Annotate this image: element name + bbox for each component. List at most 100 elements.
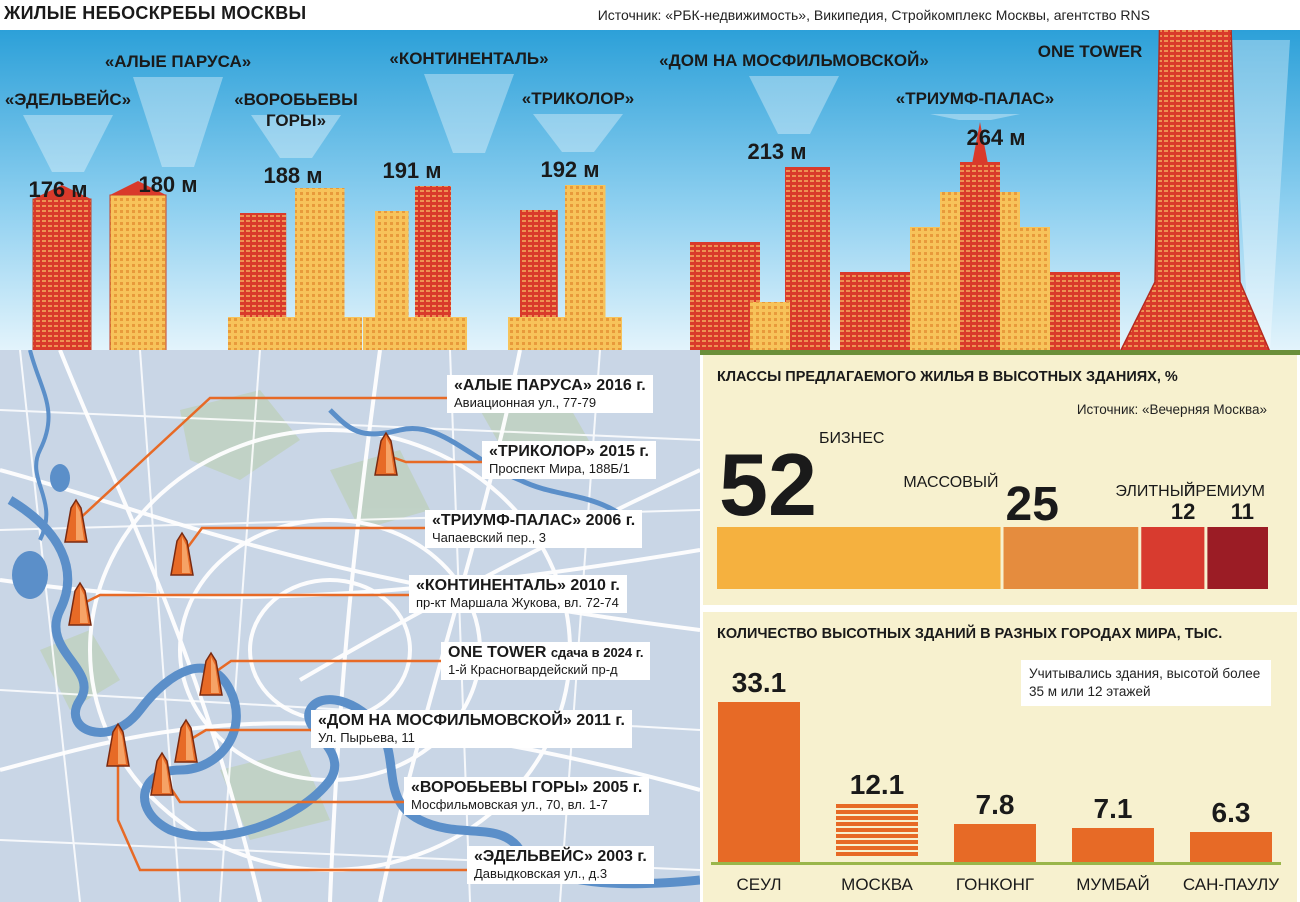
city-value-label: 6.3 (1212, 797, 1251, 828)
callout-year: 2003 г. (597, 848, 647, 865)
callout-address: Мосфильмовская ул., 70, вл. 1-7 (411, 797, 608, 812)
building-name: «ТРИКОЛОР» (522, 89, 635, 108)
building-name: «КОНТИНЕНТАЛЬ» (389, 49, 548, 68)
class-name-label: МАССОВЫЙ (903, 472, 998, 491)
building-name: «ТРИУМФ-ПАЛАС» (896, 89, 1055, 108)
label-beam (533, 114, 623, 152)
label-beam (424, 74, 514, 153)
label-beam (749, 76, 839, 134)
callout-address: Ул. Пырьева, 11 (318, 730, 415, 745)
callout-trikolor: «ТРИКОЛОР» 2015 г. Проспект Мира, 188Б/1 (482, 441, 656, 479)
cities-panel-title: КОЛИЧЕСТВО ВЫСОТНЫХ ЗДАНИЙ В РАЗНЫХ ГОРО… (717, 626, 1223, 642)
callout-kontinental: «КОНТИНЕНТАЛЬ» 2010 г. пр-кт Маршала Жук… (409, 575, 627, 613)
classes-panel-title: КЛАССЫ ПРЕДЛАГАЕМОГО ЖИЛЬЯ В ВЫСОТНЫХ ЗД… (717, 369, 1178, 385)
city-bar-stripe (836, 840, 918, 844)
class-name-label: ПРЕМИУМ (1184, 483, 1265, 500)
city-value-label: 7.8 (976, 789, 1015, 820)
lake (50, 464, 70, 492)
city-bar (1072, 828, 1154, 862)
roof (110, 181, 166, 195)
callout-edelveis: «ЭДЕЛЬВЕЙС» 2003 г. Давыдковская ул., д.… (467, 846, 654, 884)
city-bar-stripe (836, 852, 918, 856)
callout-address: 1-й Красногвардейский пр-д (448, 662, 618, 677)
callout-year: 2015 г. (599, 443, 649, 460)
callout-address: пр-кт Маршала Жукова, вл. 72-74 (416, 595, 619, 610)
building-height-label: 192 м (540, 157, 599, 182)
roof (33, 185, 91, 199)
building-podium (508, 317, 622, 352)
leader-line (75, 396, 447, 523)
x-axis-line (711, 862, 1281, 865)
building-4 (363, 186, 467, 352)
callout-year: 2005 г. (592, 779, 643, 796)
city-bar-stripe (836, 816, 918, 820)
building-name: «ВОРОБЬЕВЫ (234, 90, 358, 109)
river-moskva (7, 496, 700, 889)
building-marks (32, 0, 1272, 353)
building-2 (109, 181, 167, 353)
moscow-map: «АЛЫЕ ПАРУСА» 2016 г. Авиационная ул., 7… (0, 350, 700, 902)
building-name: ONE TOWER (1038, 42, 1143, 61)
callout-triumf-palas: «ТРИУМФ-ПАЛАС» 2006 г. Чапаевский пер., … (425, 510, 643, 548)
building-marker-highlight (182, 537, 190, 573)
callout-vorobyovy-gory: «ВОРОБЬЕВЫ ГОРЫ» 2005 г. Мосфильмовская … (404, 777, 650, 815)
building-height-label: 188 м (263, 163, 322, 188)
class-name-label: БИЗНЕС (819, 430, 884, 447)
callout-alye-parusa: «АЛЫЕ ПАРУСА» 2016 г. Авиационная ул., 7… (447, 375, 653, 413)
class-bar-3 (1141, 527, 1205, 589)
city-bar-stripe (836, 834, 918, 838)
class-bar-1 (717, 527, 1001, 589)
class-value-label: 12 (1171, 499, 1195, 524)
label-beam (251, 115, 341, 158)
city-value-label: 12.1 (850, 769, 905, 800)
callout-name: «ВОРОБЬЕВЫ ГОРЫ» (411, 779, 589, 796)
building-bar (785, 167, 830, 352)
city-name-label: ГОНКОНГ (956, 875, 1034, 894)
header: ЖИЛЫЕ НЕБОСКРЕБЫ МОСКВЫ Источник: «РБК-н… (0, 0, 1300, 30)
building-wing (750, 302, 790, 352)
building-marker-highlight (386, 437, 394, 473)
class-value-label: 25 (1006, 478, 1059, 531)
callout-name: «КОНТИНЕНТАЛЬ» (416, 577, 566, 594)
leader-line (180, 526, 425, 556)
building-height-label: 213 м (747, 139, 806, 164)
building-markers (64, 431, 398, 796)
building-name: ГОРЫ» (266, 111, 326, 130)
building-height-label: 180 м (138, 172, 197, 197)
city-value-label: 7.1 (1094, 793, 1133, 824)
building-name: «АЛЫЕ ПАРУСА» (105, 52, 251, 71)
cities-panel-note: Учитывались здания, высотой более 35 м и… (1021, 660, 1271, 706)
spire (972, 122, 988, 164)
callout-address: Авиационная ул., 77-79 (454, 395, 597, 410)
city-bar-stripe (836, 804, 918, 808)
building-wing (690, 242, 760, 352)
reservoir (12, 551, 48, 599)
callout-name: ONE TOWER (448, 644, 547, 661)
city-bar-stripe (836, 822, 918, 826)
callout-address: Давыдковская ул., д.3 (474, 866, 608, 881)
leader-lines (75, 396, 482, 872)
callout-name: «АЛЫЕ ПАРУСА» (454, 377, 592, 394)
callout-note: сдача в 2024 г. (550, 645, 644, 660)
callout-name: «ЭДЕЛЬВЕЙС» (474, 848, 593, 865)
building-marker-highlight (211, 657, 219, 693)
building-marker-highlight (80, 587, 88, 623)
callout-dom-na-mosfilmovskoy: «ДОМ НА МОСФИЛЬМОВСКОЙ» 2011 г. Ул. Пырь… (311, 710, 632, 748)
callout-name: «ДОМ НА МОСФИЛЬМОВСКОЙ» (318, 712, 572, 729)
building-marker-highlight (162, 757, 170, 793)
class-value-label: 52 (719, 435, 817, 534)
building-marker-highlight (186, 724, 194, 760)
callout-name: «ТРИКОЛОР» (489, 443, 595, 460)
callout-one-tower: ONE TOWER сдача в 2024 г. 1-й Красногвар… (441, 642, 651, 680)
canal (28, 350, 51, 541)
building-3 (228, 188, 362, 352)
label-beam (133, 77, 223, 167)
leader-line (116, 746, 467, 872)
city-name-label: МОСКВА (841, 875, 913, 894)
callout-name: «ТРИУМФ-ПАЛАС» (432, 512, 582, 529)
building-name: «ЭДЕЛЬВЕЙС» (5, 90, 131, 109)
source-line: Источник: «РБК-недвижимость», Википедия,… (597, 7, 1150, 23)
building-1 (32, 185, 92, 353)
city-bar-stripe (836, 828, 918, 832)
